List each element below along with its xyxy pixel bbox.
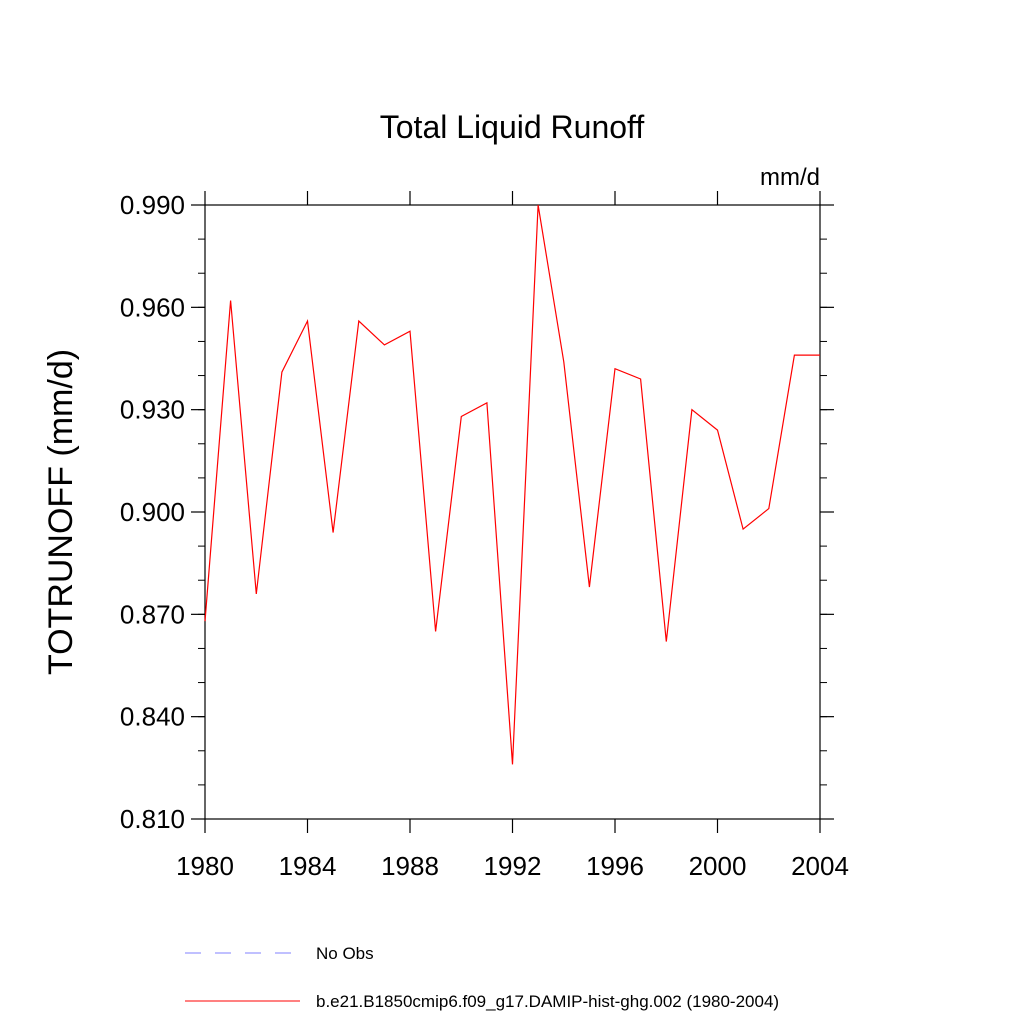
x-tick-label: 1980 <box>176 851 234 881</box>
legend-label: No Obs <box>316 944 374 963</box>
x-tick-label: 1996 <box>586 851 644 881</box>
x-tick-label: 2000 <box>689 851 747 881</box>
y-tick-label: 0.870 <box>120 599 185 629</box>
y-tick-label: 0.810 <box>120 804 185 834</box>
y-tick-label: 0.990 <box>120 190 185 220</box>
units-label: mm/d <box>760 164 820 191</box>
y-tick-label: 0.900 <box>120 497 185 527</box>
y-tick-label: 0.930 <box>120 395 185 425</box>
y-tick-label: 0.840 <box>120 702 185 732</box>
legend: No Obs b.e21.B1850cmip6.f09_g17.DAMIP-his… <box>185 944 779 1011</box>
x-tick-label: 1988 <box>381 851 439 881</box>
series-line <box>204 204 820 765</box>
series-layer <box>204 204 820 765</box>
chart-title: Total Liquid Runoff <box>380 109 645 145</box>
legend-label: b.e21.B1850cmip6.f09_g17.DAMIP-hist-ghg.… <box>316 992 779 1011</box>
x-tick-label: 1984 <box>279 851 337 881</box>
x-tick-label: 2004 <box>791 851 849 881</box>
plot-frame <box>204 204 821 820</box>
x-tick-label: 1992 <box>484 851 542 881</box>
axes: 0.810 0.840 0.870 0.900 0.930 0.960 0.990 1980 1… <box>120 190 849 881</box>
y-axis-label: TOTRUNOFF (mm/d) <box>42 349 80 675</box>
y-tick-label: 0.960 <box>120 292 185 322</box>
